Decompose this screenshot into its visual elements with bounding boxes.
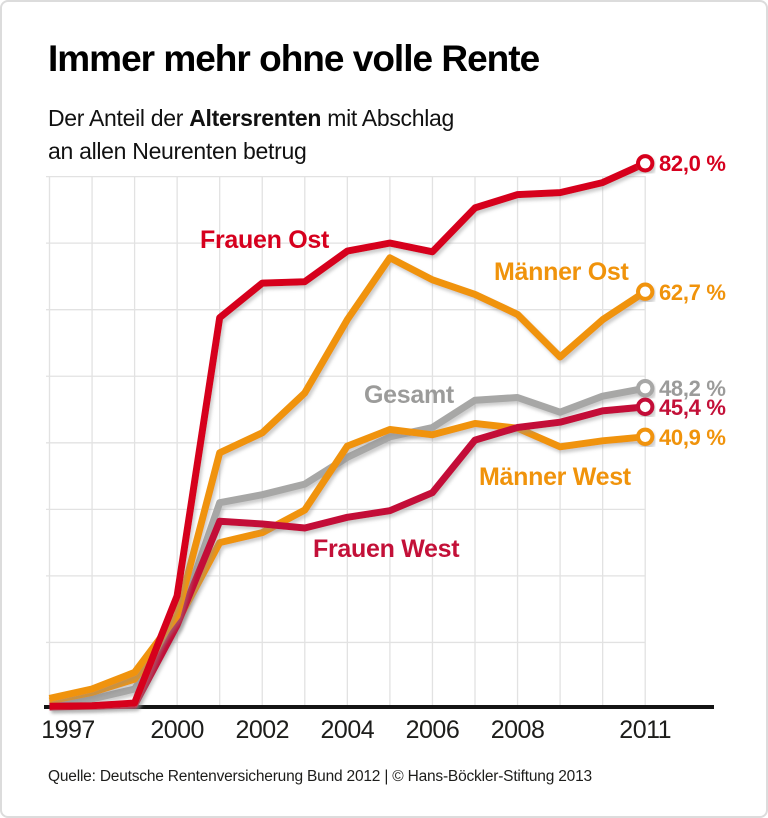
x-tick-label-2000: 2000 xyxy=(150,716,204,744)
end-marker-maenner-ost xyxy=(636,282,655,301)
end-marker-maenner-west xyxy=(636,427,655,447)
value-label-frauen-ost: 82,0 % xyxy=(659,151,726,177)
series-path-frauen-west xyxy=(49,403,646,711)
x-tick-label-2008: 2008 xyxy=(490,716,545,744)
subtitle-line2: an allen Neurenten betrug xyxy=(48,138,307,164)
subtitle-bold-word: Altersrenten xyxy=(189,105,322,131)
x-tick-label-2004: 2004 xyxy=(320,716,375,744)
x-tick-label-2006: 2006 xyxy=(405,716,460,744)
value-label-maenner-ost: 62,7 % xyxy=(659,279,726,305)
value-label-frauen-west: 45,4 % xyxy=(659,394,726,420)
page-title: Immer mehr ohne volle Rente xyxy=(48,38,540,79)
subtitle-prefix: Der Anteil der xyxy=(48,105,190,131)
value-label-maenner-west: 40,9 % xyxy=(659,424,726,450)
series-path-frauen-ost xyxy=(49,160,647,710)
series-label-frauen-ost: Frauen Ost xyxy=(200,226,329,254)
subtitle-suffix: mit Abschlag xyxy=(321,105,455,131)
end-marker-frauen-west xyxy=(636,397,655,417)
end-marker-frauen-ost xyxy=(636,154,655,173)
x-tick-label-2011: 2011 xyxy=(619,716,672,744)
series-label-gesamt: Gesamt xyxy=(364,381,454,409)
series-label-maenner-west: Männer West xyxy=(479,463,631,491)
gridlines xyxy=(46,175,646,707)
series-path-maenner-ost xyxy=(48,254,648,702)
chart-subtitle: Der Anteil der Altersrenten mit Abschlag… xyxy=(48,102,454,168)
series-label-frauen-west: Frauen West xyxy=(313,535,460,563)
end-marker-gesamt xyxy=(636,379,655,398)
source-note: Quelle: Deutsche Rentenversicherung Bund… xyxy=(48,768,592,785)
value-label-gesamt: 48,2 % xyxy=(659,376,726,402)
series-lines xyxy=(48,160,648,711)
x-tick-label-2002: 2002 xyxy=(235,716,290,744)
series-label-maenner-ost: Männer Ost xyxy=(494,258,629,286)
x-tick-label-1997: 1997 xyxy=(41,716,95,744)
end-markers xyxy=(636,154,655,447)
